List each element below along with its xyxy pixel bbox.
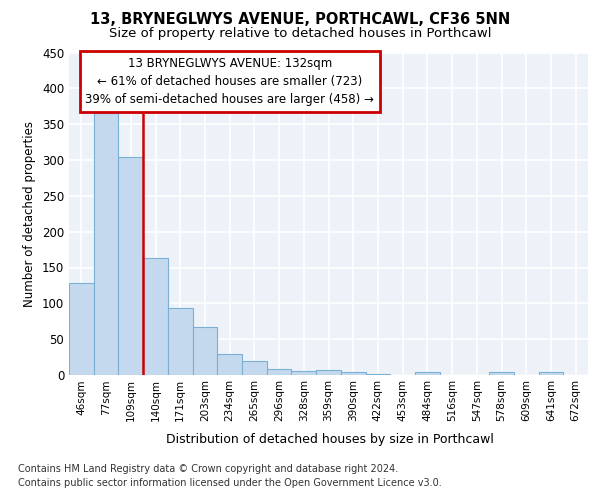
Bar xyxy=(193,327,217,375)
Bar xyxy=(168,308,193,375)
Bar xyxy=(341,372,365,375)
Bar xyxy=(118,157,143,375)
Text: 13 BRYNEGLWYS AVENUE: 132sqm
← 61% of detached houses are smaller (723)
39% of s: 13 BRYNEGLWYS AVENUE: 132sqm ← 61% of de… xyxy=(85,58,374,106)
Bar xyxy=(242,360,267,375)
Text: Distribution of detached houses by size in Porthcawl: Distribution of detached houses by size … xyxy=(166,432,494,446)
Bar xyxy=(94,114,118,375)
Bar xyxy=(539,372,563,375)
Text: Size of property relative to detached houses in Porthcawl: Size of property relative to detached ho… xyxy=(109,28,491,40)
Bar xyxy=(217,354,242,375)
Bar xyxy=(316,370,341,375)
Text: 13, BRYNEGLWYS AVENUE, PORTHCAWL, CF36 5NN: 13, BRYNEGLWYS AVENUE, PORTHCAWL, CF36 5… xyxy=(90,12,510,28)
Text: Contains HM Land Registry data © Crown copyright and database right 2024.: Contains HM Land Registry data © Crown c… xyxy=(18,464,398,474)
Bar xyxy=(489,372,514,375)
Text: Contains public sector information licensed under the Open Government Licence v3: Contains public sector information licen… xyxy=(18,478,442,488)
Bar xyxy=(143,258,168,375)
Bar xyxy=(267,368,292,375)
Y-axis label: Number of detached properties: Number of detached properties xyxy=(23,120,37,306)
Bar xyxy=(365,374,390,375)
Bar xyxy=(292,370,316,375)
Bar xyxy=(415,372,440,375)
Bar xyxy=(69,284,94,375)
